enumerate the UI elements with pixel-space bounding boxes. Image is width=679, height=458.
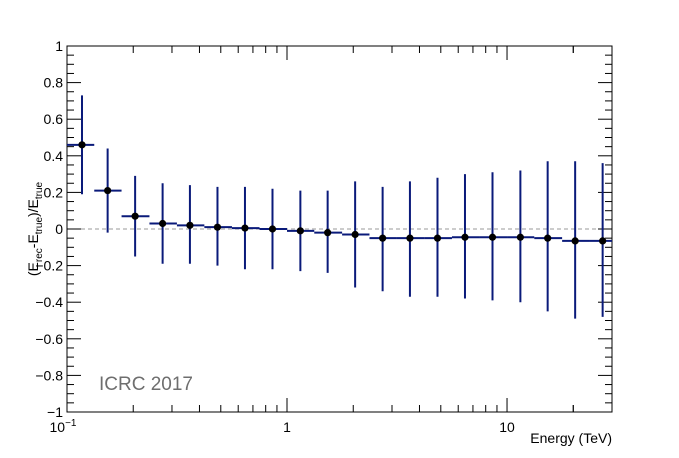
data-point-10 — [342, 181, 370, 288]
data-point-17 — [534, 161, 563, 312]
data-point-12 — [396, 181, 425, 297]
data-marker — [241, 224, 249, 232]
y-tick-label: 0 — [55, 221, 63, 237]
data-marker — [516, 233, 524, 241]
data-marker — [324, 229, 332, 237]
data-marker — [186, 221, 194, 229]
data-marker — [159, 219, 167, 228]
data-point-2 — [121, 175, 150, 257]
y-tick-label: 0.6 — [44, 111, 64, 127]
y-tick-label: 1 — [55, 38, 63, 54]
y-tick-label: −0.2 — [35, 258, 63, 274]
axis-ticks — [66, 45, 613, 413]
data-point-18 — [562, 161, 590, 319]
data-points — [67, 95, 612, 319]
x-axis-title: Energy (TeV) — [530, 430, 612, 446]
y-tick-label: −0.6 — [35, 331, 63, 347]
x-tick-label: 1 — [283, 419, 291, 435]
data-point-0 — [67, 95, 95, 195]
data-point-6 — [231, 186, 260, 270]
data-point-19 — [589, 163, 612, 317]
y-tick-label: 0.2 — [44, 184, 64, 200]
y-tick-label: −0.8 — [35, 367, 63, 383]
y-tick-label: 0.8 — [44, 75, 64, 91]
x-tick-label: 10 — [499, 419, 515, 435]
x-tick-label: 10−1 — [50, 418, 77, 435]
data-point-14 — [451, 174, 480, 299]
tick-labels: −1 −0.8 −0.6 −0.4 −0.2 0 0.2 0.4 0.6 0.8 1 10−1 1 10 — [35, 38, 515, 435]
data-marker — [571, 237, 579, 245]
data-marker — [104, 186, 112, 195]
data-marker — [213, 223, 222, 231]
data-marker — [379, 234, 387, 242]
data-marker — [488, 233, 497, 241]
y-tick-label: −1 — [47, 404, 63, 420]
data-marker — [351, 230, 359, 239]
data-point-3 — [149, 183, 177, 264]
data-point-5 — [204, 186, 232, 266]
data-point-15 — [479, 172, 508, 301]
data-marker — [268, 225, 277, 233]
data-point-11 — [369, 186, 397, 292]
data-point-8 — [287, 190, 315, 272]
data-marker — [461, 233, 469, 241]
data-point-4 — [176, 185, 205, 264]
y-tick-label: 0.4 — [44, 148, 64, 164]
data-marker — [131, 212, 139, 220]
y-axis-title: (Erec-Etrue)/Etrue — [25, 181, 45, 276]
conference-watermark: ICRC 2017 — [99, 374, 193, 395]
data-marker — [78, 141, 86, 149]
svg-text:(Erec-Etrue)/Etrue: (Erec-Etrue)/Etrue — [25, 181, 45, 276]
data-marker — [599, 237, 607, 245]
data-point-1 — [94, 148, 122, 233]
data-point-9 — [314, 190, 343, 273]
data-point-13 — [424, 177, 452, 297]
data-point-16 — [507, 170, 535, 303]
y-tick-label: −0.4 — [35, 294, 63, 310]
data-marker — [433, 234, 442, 242]
data-marker — [544, 234, 552, 242]
data-point-7 — [259, 188, 288, 270]
data-marker — [296, 227, 304, 235]
data-marker — [406, 234, 414, 242]
